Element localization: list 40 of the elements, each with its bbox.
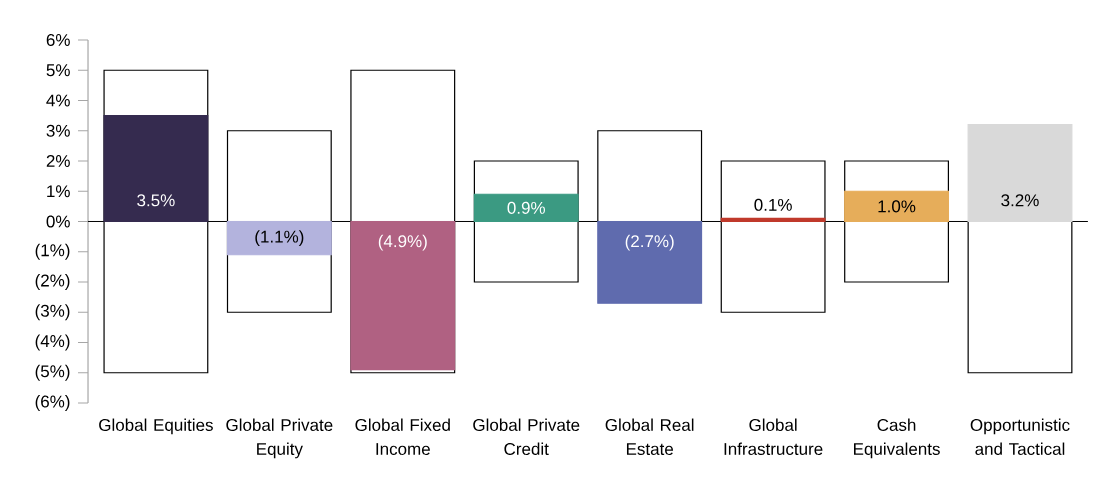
data-label: (1.1%) <box>255 230 304 247</box>
x-tick-label: Opportunistic and Tactical <box>970 418 1070 456</box>
bar <box>967 124 1073 223</box>
bar <box>844 190 949 223</box>
y-tick-label: 6% <box>46 33 70 47</box>
y-tick-label: 5% <box>46 64 70 77</box>
bar <box>597 130 703 223</box>
x-tick-label: Global Infrastructure <box>724 418 823 456</box>
y-tick-label: (6%) <box>35 395 70 411</box>
data-label: (2.7%) <box>625 234 674 251</box>
y-tick-label: (5%) <box>35 364 70 381</box>
bar <box>226 220 332 256</box>
x-tick-label: Global Private Equity <box>226 418 333 459</box>
x-tick-label: Cash Equivalents <box>854 418 940 459</box>
y-tick-label: (4%) <box>35 334 70 351</box>
data-label: 3.5% <box>137 194 175 207</box>
data-label: 1.0% <box>878 200 916 213</box>
data-label: 0.1% <box>754 198 792 211</box>
x-tick-label: Global Real Estate <box>605 418 694 456</box>
bar <box>597 220 703 304</box>
bar <box>967 220 1073 374</box>
bar <box>103 115 209 223</box>
y-tick-label: (2%) <box>35 274 70 290</box>
bar <box>720 160 826 313</box>
y-tick-label: 0% <box>46 215 70 228</box>
y-tick-label: (3%) <box>35 304 70 321</box>
bar <box>473 193 579 223</box>
bar <box>720 217 826 223</box>
x-tick-label: Global Equities <box>99 418 213 435</box>
x-tick-label: Global Private Credit <box>473 418 580 456</box>
y-tick-label: 4% <box>46 94 70 107</box>
data-label: (4.9%) <box>378 234 427 251</box>
data-label: 0.9% <box>507 201 545 214</box>
bar <box>350 220 456 371</box>
x-tick-label: Global Fixed Income <box>355 418 450 456</box>
y-tick-label: 2% <box>46 155 70 167</box>
y-tick-label: 1% <box>47 185 70 198</box>
y-tick-label: 3% <box>46 124 70 137</box>
data-label: 3.2% <box>1001 194 1039 207</box>
y-tick-label: (1%) <box>35 243 70 260</box>
